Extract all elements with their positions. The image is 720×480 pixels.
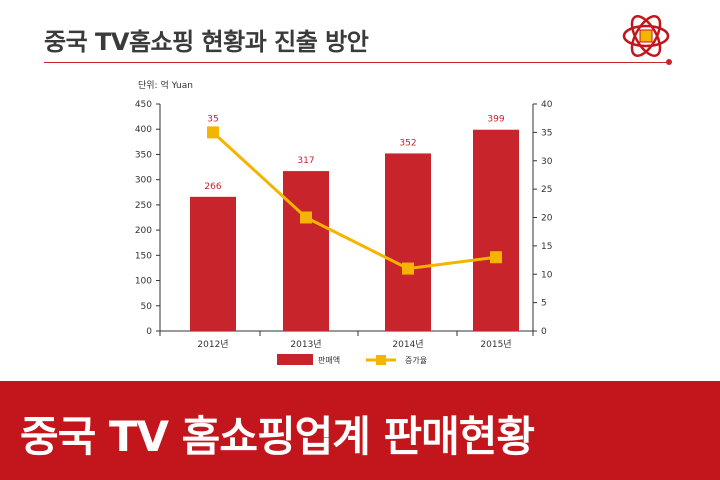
right-tick-label: 25: [541, 185, 552, 195]
left-tick-label: 50: [141, 302, 153, 312]
line-point: [207, 126, 219, 139]
x-tick-label: 2013년: [290, 339, 321, 350]
bar: [283, 171, 329, 331]
line-point: [402, 262, 414, 275]
right-tick-label: 5: [541, 299, 547, 309]
title-divider: [44, 62, 668, 63]
x-tick-label: 2015년: [480, 339, 511, 350]
bar: [473, 129, 519, 331]
logo-icon: [622, 15, 670, 57]
line-value-label: 20: [300, 200, 312, 210]
bar-value-label: 266: [204, 182, 221, 192]
left-tick-label: 350: [135, 150, 152, 160]
left-tick-label: 300: [135, 176, 152, 186]
line-point: [490, 251, 502, 264]
line-value-label: 13: [490, 239, 501, 249]
right-tick-label: 0: [541, 327, 547, 337]
left-tick-label: 450: [135, 100, 152, 110]
sales-chart: 단위: 억 Yuan 0 50 100 150 200 250 300 350 400 450 0 5 1…: [135, 79, 553, 365]
right-tick-label: 30: [541, 157, 553, 167]
banner-title: 중국 TV 홈쇼핑업계 판매현황: [20, 412, 535, 461]
right-tick-label: 20: [541, 214, 553, 224]
divider-dot: [666, 59, 672, 65]
line-value-label: 11: [402, 251, 413, 261]
bar: [385, 153, 431, 331]
right-tick-label: 40: [541, 100, 553, 110]
growth-rate-line: [211, 131, 497, 271]
left-tick-label: 200: [135, 226, 152, 236]
bar-value-label: 317: [297, 156, 314, 166]
right-tick-label: 15: [541, 242, 552, 252]
right-tick-label: 35: [541, 128, 552, 138]
unit-label: 단위: 억 Yuan: [138, 79, 193, 91]
x-tick-label: 2014년: [392, 339, 423, 350]
line-value-label: 35: [207, 114, 218, 124]
bottom-banner: 중국 TV 홈쇼핑업계 판매현황: [0, 381, 720, 480]
left-tick-label: 100: [135, 277, 152, 287]
left-tick-label: 400: [135, 125, 152, 135]
left-tick-label: 250: [135, 201, 152, 211]
page-title: 중국 TV홈쇼핑 현황과 진출 방안: [44, 28, 369, 56]
bar-value-label: 399: [487, 115, 504, 125]
left-tick-label: 0: [146, 327, 152, 337]
legend-label: 증가율: [405, 356, 427, 365]
legend-swatch-marker: [376, 355, 386, 365]
left-tick-label: 150: [135, 251, 152, 261]
right-tick-label: 10: [541, 270, 553, 280]
line-point: [300, 211, 312, 224]
bar: [190, 196, 236, 331]
legend-swatch-bar: [277, 354, 313, 365]
legend-label: 판매액: [318, 355, 340, 365]
bar-value-label: 352: [399, 138, 416, 148]
x-tick-label: 2012년: [197, 339, 228, 350]
